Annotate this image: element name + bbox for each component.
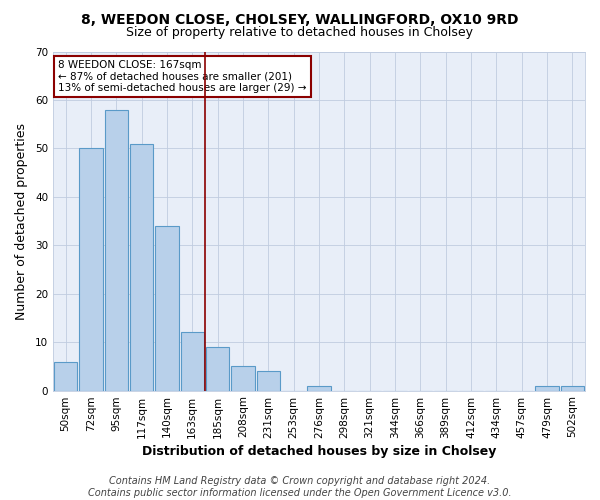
- Bar: [560, 386, 584, 390]
- Bar: [206, 347, 229, 391]
- Bar: [232, 366, 254, 390]
- Bar: [130, 144, 153, 390]
- Bar: [535, 386, 559, 390]
- Bar: [181, 332, 204, 390]
- Bar: [79, 148, 103, 390]
- Text: 8, WEEDON CLOSE, CHOLSEY, WALLINGFORD, OX10 9RD: 8, WEEDON CLOSE, CHOLSEY, WALLINGFORD, O…: [81, 12, 519, 26]
- Text: Size of property relative to detached houses in Cholsey: Size of property relative to detached ho…: [127, 26, 473, 39]
- Bar: [307, 386, 331, 390]
- Text: 8 WEEDON CLOSE: 167sqm
← 87% of detached houses are smaller (201)
13% of semi-de: 8 WEEDON CLOSE: 167sqm ← 87% of detached…: [58, 60, 307, 93]
- Bar: [155, 226, 179, 390]
- Bar: [104, 110, 128, 390]
- Text: Contains HM Land Registry data © Crown copyright and database right 2024.
Contai: Contains HM Land Registry data © Crown c…: [88, 476, 512, 498]
- Bar: [54, 362, 77, 390]
- Y-axis label: Number of detached properties: Number of detached properties: [15, 122, 28, 320]
- Bar: [257, 371, 280, 390]
- X-axis label: Distribution of detached houses by size in Cholsey: Distribution of detached houses by size …: [142, 444, 496, 458]
